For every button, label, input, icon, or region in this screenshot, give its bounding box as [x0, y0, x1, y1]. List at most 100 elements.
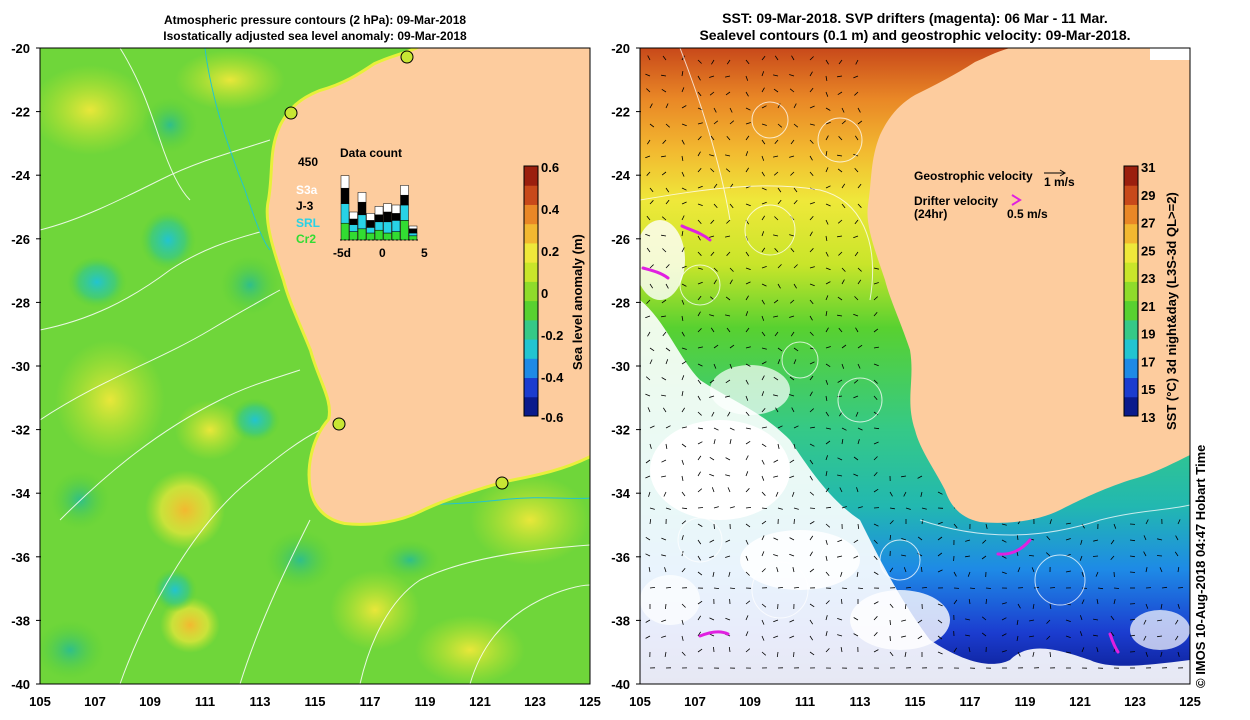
velocity-arrow — [645, 73, 651, 77]
velocity-arrow — [745, 411, 750, 417]
velocity-arrow — [1177, 587, 1184, 589]
velocity-arrow — [1016, 619, 1019, 625]
velocity-arrow — [725, 154, 731, 157]
velocity-arrow — [1160, 651, 1163, 657]
inset-bar-segment — [357, 228, 367, 241]
lon-tick-label: 111 — [795, 694, 815, 709]
velocity-arrow — [745, 107, 751, 111]
velocity-arrow — [1065, 651, 1071, 654]
velocity-arrow — [920, 491, 923, 497]
velocity-arrow — [809, 105, 815, 109]
inset-title: Data count — [340, 146, 402, 160]
velocity-arrow — [809, 375, 814, 381]
velocity-arrow — [873, 571, 879, 575]
velocity-arrow — [1017, 603, 1021, 609]
sst-tick: 25 — [1141, 243, 1155, 258]
velocity-arrow — [761, 105, 767, 109]
velocity-arrow — [773, 234, 779, 237]
velocity-arrow — [1093, 618, 1099, 621]
velocity-arrow — [792, 567, 795, 573]
velocity-arrow — [841, 363, 845, 369]
velocity-arrow — [1081, 571, 1084, 577]
velocity-arrow — [646, 215, 651, 221]
lat-tick-label: -28 — [611, 295, 630, 310]
velocity-arrow — [647, 55, 651, 61]
velocity-arrow — [761, 407, 766, 413]
velocity-arrow — [729, 203, 734, 209]
velocity-arrow — [761, 55, 766, 61]
velocity-arrow — [776, 567, 779, 573]
lon-tick-label: 123 — [524, 694, 546, 709]
velocity-arrow — [825, 203, 831, 207]
velocity-arrow — [873, 649, 879, 653]
velocity-arrow — [825, 539, 828, 545]
velocity-arrow — [664, 651, 667, 657]
inset-bar-segment — [400, 204, 409, 221]
velocity-arrow — [854, 167, 859, 173]
velocity-arrow — [761, 635, 765, 641]
velocity-arrow — [937, 569, 943, 573]
velocity-arrow — [857, 107, 861, 113]
velocity-arrow — [709, 555, 715, 559]
velocity-arrow — [837, 75, 843, 78]
velocity-arrow — [1080, 615, 1083, 621]
colorbar-swatch — [1124, 166, 1138, 186]
colorbar-swatch — [1124, 358, 1138, 379]
velocity-arrow — [661, 377, 667, 381]
inset-bars — [340, 175, 418, 241]
tide-gauge-marker — [495, 476, 509, 490]
lat-tick-label: -40 — [11, 677, 30, 692]
velocity-arrow — [697, 471, 701, 477]
velocity-arrow — [1065, 619, 1071, 622]
velocity-arrow — [953, 599, 958, 605]
velocity-arrow — [1046, 535, 1051, 541]
inset-bar-segment — [340, 203, 350, 224]
velocity-arrow — [665, 199, 670, 205]
velocity-arrow — [661, 155, 667, 158]
velocity-arrow — [1143, 619, 1147, 625]
velocity-arrow — [774, 331, 779, 337]
inset-bar-segment — [391, 204, 401, 214]
velocity-arrow — [1177, 567, 1180, 573]
velocity-arrow — [745, 267, 751, 270]
velocity-arrow — [662, 331, 667, 337]
velocity-arrow — [761, 139, 766, 145]
inset-xtick: 0 — [379, 246, 386, 260]
velocity-arrow — [665, 443, 668, 449]
velocity-arrow — [1110, 631, 1115, 637]
velocity-arrow — [917, 536, 923, 541]
velocity-arrow — [681, 619, 684, 625]
velocity-arrow — [661, 394, 667, 397]
velocity-arrow — [697, 91, 702, 97]
velocity-arrow — [776, 651, 779, 658]
velocity-arrow — [809, 155, 813, 161]
inset-bar-segment — [357, 214, 367, 230]
velocity-arrow — [681, 443, 687, 448]
velocity-arrow — [697, 185, 703, 189]
velocity-arrow — [873, 632, 878, 637]
land-gap — [1150, 48, 1190, 60]
velocity-arrow — [774, 216, 779, 221]
velocity-arrow — [1093, 539, 1099, 542]
sst-colorbar-label: SST (°C) 3d night&day (L3S-3d QL>=2) — [1164, 192, 1179, 430]
velocity-arrow — [725, 457, 731, 461]
velocity-arrow — [761, 299, 765, 305]
velocity-arrow — [697, 411, 702, 416]
velocity-arrow — [761, 123, 767, 126]
velocity-arrow — [709, 314, 715, 317]
velocity-arrow — [837, 555, 843, 558]
velocity-arrow — [665, 587, 672, 589]
inset-xtick: 5 — [421, 246, 428, 260]
velocity-arrow — [745, 91, 749, 97]
velocity-arrow — [646, 299, 651, 304]
velocity-arrow — [855, 411, 859, 417]
sla-tick: 0.6 — [541, 160, 559, 175]
velocity-arrow — [917, 553, 923, 557]
velocity-arrow — [953, 523, 958, 529]
velocity-arrow — [697, 136, 702, 141]
velocity-arrow — [662, 407, 667, 413]
sealevel-contour — [781, 341, 819, 379]
velocity-arrow — [681, 507, 688, 510]
velocity-arrow — [985, 587, 992, 589]
pressure-contour — [40, 231, 261, 331]
